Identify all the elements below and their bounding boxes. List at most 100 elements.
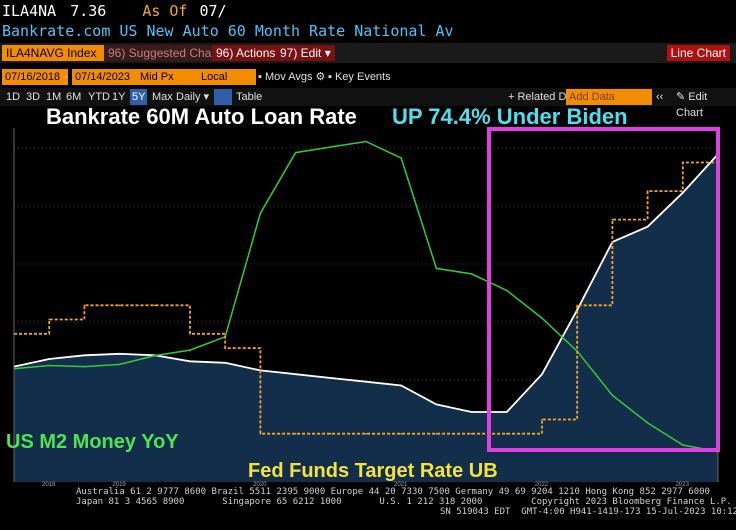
series-2-point bbox=[330, 432, 332, 435]
edit-chart-button[interactable]: ✎ Edit Chart bbox=[676, 91, 708, 119]
series-1-point bbox=[611, 394, 614, 397]
as-of-date: 07/ bbox=[199, 2, 227, 20]
series-0-point bbox=[576, 309, 578, 311]
chart-title: Bankrate 60M Auto Loan Rate bbox=[46, 106, 357, 129]
highlight-box bbox=[487, 127, 720, 452]
series-1-point bbox=[435, 267, 438, 270]
series-0-point bbox=[330, 377, 332, 379]
footer: Australia 61 2 9777 8600 Brazil 5511 239… bbox=[0, 486, 736, 530]
series-2-point bbox=[48, 318, 50, 321]
gear-icon: ⚙ bbox=[315, 71, 326, 83]
series-1-point bbox=[470, 273, 473, 275]
scroll-back-icon[interactable]: ‹‹ bbox=[656, 91, 664, 103]
period-5y[interactable]: 5Y bbox=[130, 89, 148, 105]
period-ytd[interactable]: YTD bbox=[88, 91, 110, 103]
series-2-point bbox=[682, 161, 684, 164]
end-date-input[interactable]: 07/14/2023 bbox=[72, 69, 138, 85]
checkbox-icon: ▪ bbox=[258, 71, 265, 83]
period-daily[interactable]: Daily ▾ bbox=[176, 91, 210, 103]
chart-marks bbox=[13, 140, 719, 482]
period-1m[interactable]: 1M bbox=[46, 91, 62, 103]
series-2-point bbox=[224, 347, 226, 349]
key-events-toggle[interactable]: ▪ Key Events bbox=[328, 71, 391, 83]
series-2-point bbox=[83, 304, 86, 307]
series-2-point bbox=[470, 432, 473, 435]
chart-title-highlight: UP 74.4% Under Biden bbox=[392, 106, 628, 129]
series-2-point bbox=[154, 304, 156, 307]
period-6m[interactable]: 6M bbox=[66, 91, 82, 103]
series-1-point bbox=[259, 212, 262, 214]
security-description: Bankrate.com US New Auto 60 Month Rate N… bbox=[2, 22, 454, 40]
series-1-point bbox=[541, 317, 543, 319]
series-1-point bbox=[48, 364, 50, 367]
series-0-point bbox=[541, 373, 543, 376]
as-of-label: As Of bbox=[142, 2, 188, 20]
period-1d[interactable]: 1D bbox=[6, 91, 21, 103]
series-0-point bbox=[48, 358, 50, 360]
edit-menu[interactable]: 97) Edit ▾ bbox=[276, 45, 335, 61]
footer-session: SN 519043 EDT GMT-4:00 H941-1419-173 15-… bbox=[440, 507, 736, 517]
series-1-point bbox=[294, 151, 297, 154]
chart-controls: 07/16/2018 - 07/14/2023 Mid Px Local CCY… bbox=[0, 68, 736, 99]
actions-menu[interactable]: 96) Actions ▾ bbox=[212, 45, 289, 61]
period-1y[interactable]: 1Y bbox=[112, 91, 126, 103]
series-0-point bbox=[224, 362, 226, 364]
series-2-point bbox=[294, 432, 297, 435]
series-0-point bbox=[400, 384, 403, 387]
mov-avgs-toggle[interactable]: ▪ Mov Avgs ⚙ bbox=[258, 71, 326, 83]
series-1-point bbox=[330, 146, 332, 148]
price-field-select[interactable]: Mid Px bbox=[137, 69, 198, 85]
series-2-point bbox=[646, 190, 649, 192]
series-2-point bbox=[576, 304, 578, 307]
series-1-point bbox=[154, 354, 156, 357]
period-bar: 1D 3D 1M 6M YTD 1Y 5Y Max Daily ▾ Table + Related … bbox=[0, 88, 736, 119]
series-1-point bbox=[189, 349, 191, 351]
series-0-point bbox=[118, 353, 121, 355]
ticker-symbol[interactable]: ILA4NA bbox=[2, 2, 57, 20]
series-1-point bbox=[682, 444, 684, 446]
footer-phones-2: Japan 81 3 4565 8900 Singapore 65 6212 1… bbox=[76, 497, 732, 507]
series-2-point bbox=[506, 432, 508, 435]
related-data-button[interactable]: + Related Dat bbox=[508, 91, 576, 103]
series-2-point bbox=[259, 432, 262, 435]
series-line-2 bbox=[14, 148, 719, 435]
series-2-point bbox=[611, 218, 614, 221]
series-2-point bbox=[365, 432, 367, 435]
suggested-charts-button[interactable]: 96) Suggested Charts bbox=[104, 45, 229, 61]
x-tick-label: 2019 bbox=[112, 482, 126, 486]
footer-phones-1: Australia 61 2 9777 8600 Brazil 5511 239… bbox=[76, 487, 710, 497]
series-1-point bbox=[400, 157, 403, 159]
x-tick-label: 2021 bbox=[394, 482, 408, 486]
start-date-input[interactable]: 07/16/2018 bbox=[2, 69, 68, 85]
security-header: ILA4NA 7.36 As Of 07/ bbox=[2, 2, 227, 22]
index-field[interactable]: ILA4NAVG Index bbox=[2, 45, 106, 61]
m2-annotation: US M2 Money YoY bbox=[6, 431, 179, 453]
series-0-point bbox=[365, 380, 367, 383]
x-tick-label: 2018 bbox=[42, 482, 56, 486]
series-1-point bbox=[118, 363, 121, 366]
series-2-point bbox=[541, 418, 543, 421]
table-button[interactable]: Table bbox=[236, 91, 263, 103]
series-1-point bbox=[83, 365, 86, 368]
currency-select[interactable]: Local CCY bbox=[198, 69, 256, 99]
function-toolbar: ILA4NAVG Index 96) Suggested Charts 96) … bbox=[0, 43, 736, 63]
series-2-point bbox=[400, 432, 403, 435]
series-1-point bbox=[365, 140, 367, 143]
x-axis: 2018 2019 2020 2021 2022 2023 bbox=[42, 482, 690, 486]
x-tick-label: 2023 bbox=[676, 482, 690, 486]
series-0-point bbox=[506, 411, 508, 413]
line-chart: 2018 2019 2020 2021 2022 2023 Bankrate 60M Au… bbox=[6, 106, 720, 486]
last-value: 7.36 bbox=[70, 2, 107, 20]
period-3d[interactable]: 3D bbox=[26, 91, 41, 103]
series-0-point bbox=[294, 373, 297, 376]
x-tick-label: 2020 bbox=[253, 482, 267, 486]
series-2-point bbox=[189, 333, 191, 335]
series-0-point bbox=[189, 360, 191, 363]
period-max[interactable]: Max bbox=[152, 91, 173, 103]
series-0-point bbox=[646, 225, 649, 228]
line-style-icon[interactable] bbox=[214, 89, 232, 105]
x-tick-label: 2022 bbox=[535, 482, 549, 486]
add-data-input[interactable]: Add Data bbox=[566, 89, 652, 105]
series-0-point bbox=[682, 191, 684, 194]
line-chart-label: Line Chart bbox=[666, 45, 730, 61]
